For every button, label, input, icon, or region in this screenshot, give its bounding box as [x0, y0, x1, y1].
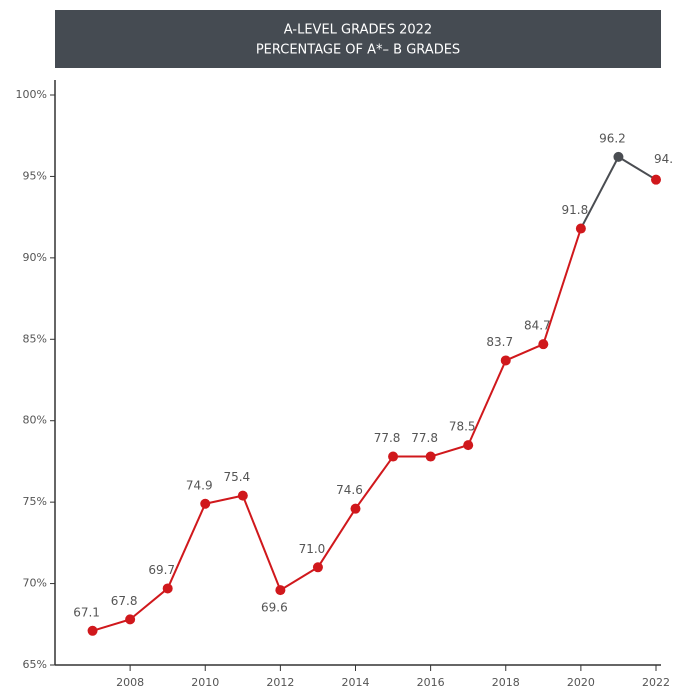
value-label: 75.4 — [223, 470, 250, 484]
value-label: 83.7 — [486, 335, 513, 349]
title-box — [55, 10, 661, 68]
line-segment — [279, 566, 319, 591]
point — [538, 339, 549, 350]
x-tick-label: 2012 — [266, 676, 294, 689]
value-label: 84.7 — [524, 319, 551, 333]
line-segment — [467, 360, 507, 446]
y-tick-label: 95% — [23, 169, 47, 182]
value-label: 67.8 — [111, 594, 138, 608]
x-tick-label: 2008 — [116, 676, 144, 689]
value-label: 69.7 — [148, 563, 175, 577]
line-segment — [579, 156, 620, 230]
value-label: 78.5 — [449, 420, 476, 434]
value-label: 96.2 — [599, 131, 626, 145]
y-tick-label: 75% — [23, 495, 47, 508]
line-segment — [92, 618, 131, 632]
point — [500, 355, 511, 366]
y-tick-label: 90% — [23, 251, 47, 264]
point — [237, 490, 248, 501]
value-label: 91.8 — [562, 203, 589, 217]
y-tick-label: 70% — [23, 577, 47, 590]
value-label: 69.6 — [261, 601, 288, 615]
point — [125, 614, 136, 625]
x-tick-label: 2010 — [191, 676, 219, 689]
line-segment — [354, 455, 394, 510]
point — [87, 625, 98, 636]
point — [162, 583, 173, 594]
point — [388, 451, 399, 462]
value-label: 71.0 — [299, 542, 326, 556]
line-segment — [617, 156, 657, 181]
y-tick-label: 65% — [23, 658, 47, 671]
point — [350, 503, 361, 514]
value-label: 94.8 — [654, 152, 673, 166]
point — [575, 223, 586, 234]
point — [613, 151, 624, 162]
x-tick-label: 2018 — [492, 676, 520, 689]
point — [651, 174, 661, 185]
x-tick-label: 2014 — [342, 676, 370, 689]
point — [312, 562, 323, 573]
value-label: 77.8 — [374, 431, 401, 445]
value-label: 67.1 — [73, 605, 100, 619]
line-segment — [317, 508, 357, 568]
chart-title: A-LEVEL GRADES 2022 — [284, 23, 432, 38]
point — [275, 585, 286, 596]
line-segment — [542, 228, 582, 345]
point — [463, 440, 474, 451]
y-tick-label: 85% — [23, 332, 47, 345]
value-label: 74.9 — [186, 478, 213, 492]
line-segment — [430, 444, 469, 458]
line-segment — [241, 495, 282, 591]
line-segment — [166, 503, 207, 589]
line-segment — [505, 343, 544, 362]
chart-subtitle: PERCENTAGE OF A*– B GRADES — [256, 43, 460, 58]
point — [425, 451, 436, 462]
y-tick-label: 100% — [16, 88, 47, 101]
value-label: 74.6 — [336, 483, 363, 497]
x-tick-label: 2020 — [567, 676, 595, 689]
x-tick-label: 2022 — [642, 676, 670, 689]
y-tick-label: 80% — [23, 414, 47, 427]
line-segment — [205, 494, 244, 505]
value-label: 77.8 — [411, 431, 438, 445]
x-tick-label: 2016 — [417, 676, 445, 689]
line-segment — [129, 587, 169, 621]
point — [200, 498, 211, 509]
